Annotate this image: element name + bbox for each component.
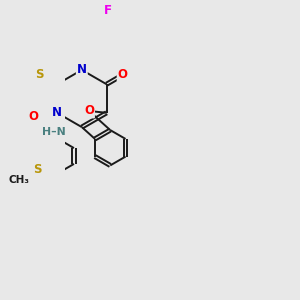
Text: O: O	[84, 104, 94, 118]
Text: N: N	[77, 63, 87, 76]
Text: O: O	[118, 68, 128, 81]
Text: S: S	[33, 163, 42, 176]
Text: F: F	[104, 4, 112, 17]
Text: CH₃: CH₃	[9, 175, 30, 185]
Text: O: O	[29, 110, 39, 123]
Text: H–N: H–N	[42, 127, 66, 137]
Text: S: S	[36, 68, 44, 81]
Text: N: N	[52, 106, 62, 119]
